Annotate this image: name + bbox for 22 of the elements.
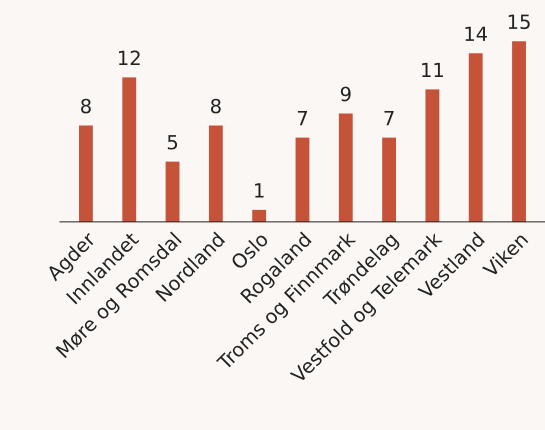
bar [425,89,440,222]
bar [296,138,310,222]
data-label: 7 [298,111,307,126]
bar [79,126,93,222]
data-label: 14 [465,26,487,41]
data-label: 11 [422,62,443,78]
bar [166,162,180,222]
bar [208,126,223,222]
bar [122,77,136,222]
data-label: 15 [508,14,530,30]
bar [252,210,266,222]
data-label: 9 [340,86,351,102]
data-label: 7 [384,111,394,126]
bar [468,53,483,222]
bar [382,138,396,222]
data-label: 1 [255,183,264,198]
bar [512,41,526,222]
data-label: 12 [119,50,140,65]
data-label: 8 [81,98,91,114]
data-label: 5 [168,135,178,150]
data-label: 8 [210,98,221,114]
bar [338,113,353,222]
